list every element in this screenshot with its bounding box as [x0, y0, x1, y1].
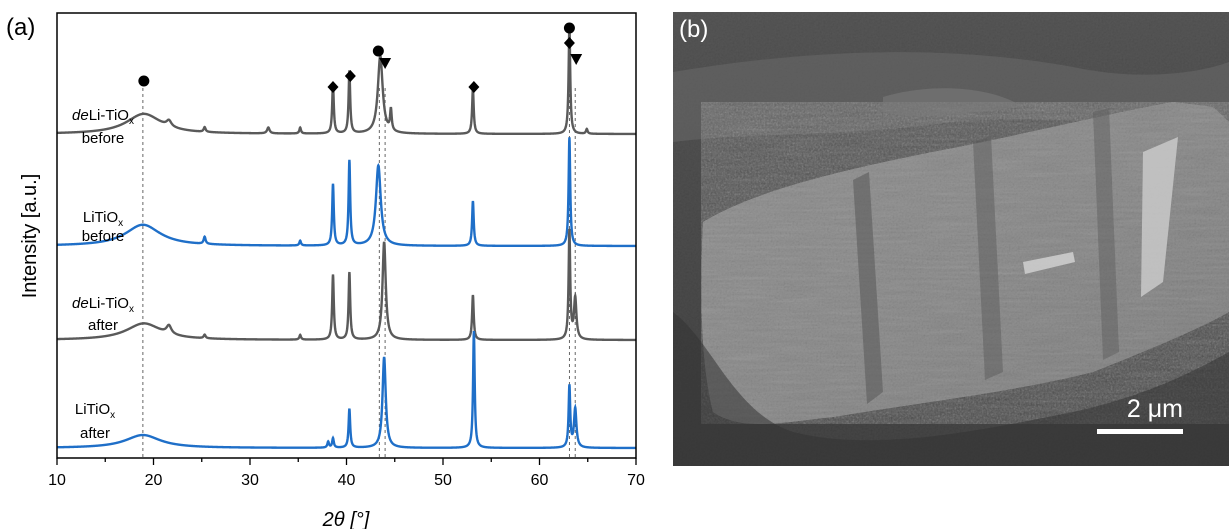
series-label-condition: after	[88, 317, 118, 334]
series-label-condition: before	[82, 130, 125, 147]
reference-lines	[142, 88, 576, 458]
x-tick-label: 40	[338, 472, 356, 489]
series-trace	[57, 331, 636, 450]
phase-marker-diamond	[468, 81, 480, 93]
traces	[57, 25, 636, 450]
x-tick-label: 70	[627, 472, 645, 489]
x-axis-label: 2θ [°]	[322, 509, 370, 529]
scale-bar-label: 2 μm	[1126, 395, 1183, 423]
series-label-name: deLi-TiOx	[72, 295, 134, 315]
scale-bar	[1097, 429, 1183, 434]
xrd-chart: deLi-TiOxbeforeLiTiOxbeforedeLi-TiOxafte…	[19, 12, 645, 529]
x-tick-label: 30	[241, 472, 259, 489]
x-tick-label: 60	[531, 472, 549, 489]
sem-micrograph	[673, 12, 1229, 466]
x-tick-label: 10	[48, 472, 66, 489]
panel-b-label: (b)	[679, 16, 709, 43]
phase-markers	[138, 22, 583, 93]
x-axis: 10 20 30 40 50 60 70	[48, 458, 645, 489]
panel-a-label: (a)	[6, 14, 36, 41]
phase-marker-diamond	[563, 37, 575, 49]
phase-marker-triangle	[379, 58, 392, 69]
series-trace	[57, 228, 636, 342]
series-trace	[57, 25, 636, 136]
series-label-condition: after	[80, 425, 110, 442]
phase-marker-diamond	[344, 70, 356, 82]
series-label-condition: before	[82, 228, 125, 245]
series-labels: deLi-TiOxbeforeLiTiOxbeforedeLi-TiOxafte…	[72, 107, 134, 442]
phase-marker-triangle	[570, 54, 583, 65]
sem-image: (b) 2 μm	[673, 12, 1229, 466]
phase-marker-circle	[563, 22, 575, 34]
x-tick-label: 50	[434, 472, 452, 489]
phase-marker-circle	[372, 45, 384, 57]
x-tick-label: 20	[145, 472, 163, 489]
series-trace	[57, 137, 636, 248]
series-label-name: deLi-TiOx	[72, 107, 134, 127]
series-label-name: LiTiOx	[75, 401, 115, 421]
phase-marker-circle	[138, 75, 150, 87]
phase-marker-diamond	[327, 81, 339, 93]
y-axis-label: Intensity [a.u.]	[19, 174, 41, 299]
series-label-name: LiTiOx	[83, 209, 123, 229]
